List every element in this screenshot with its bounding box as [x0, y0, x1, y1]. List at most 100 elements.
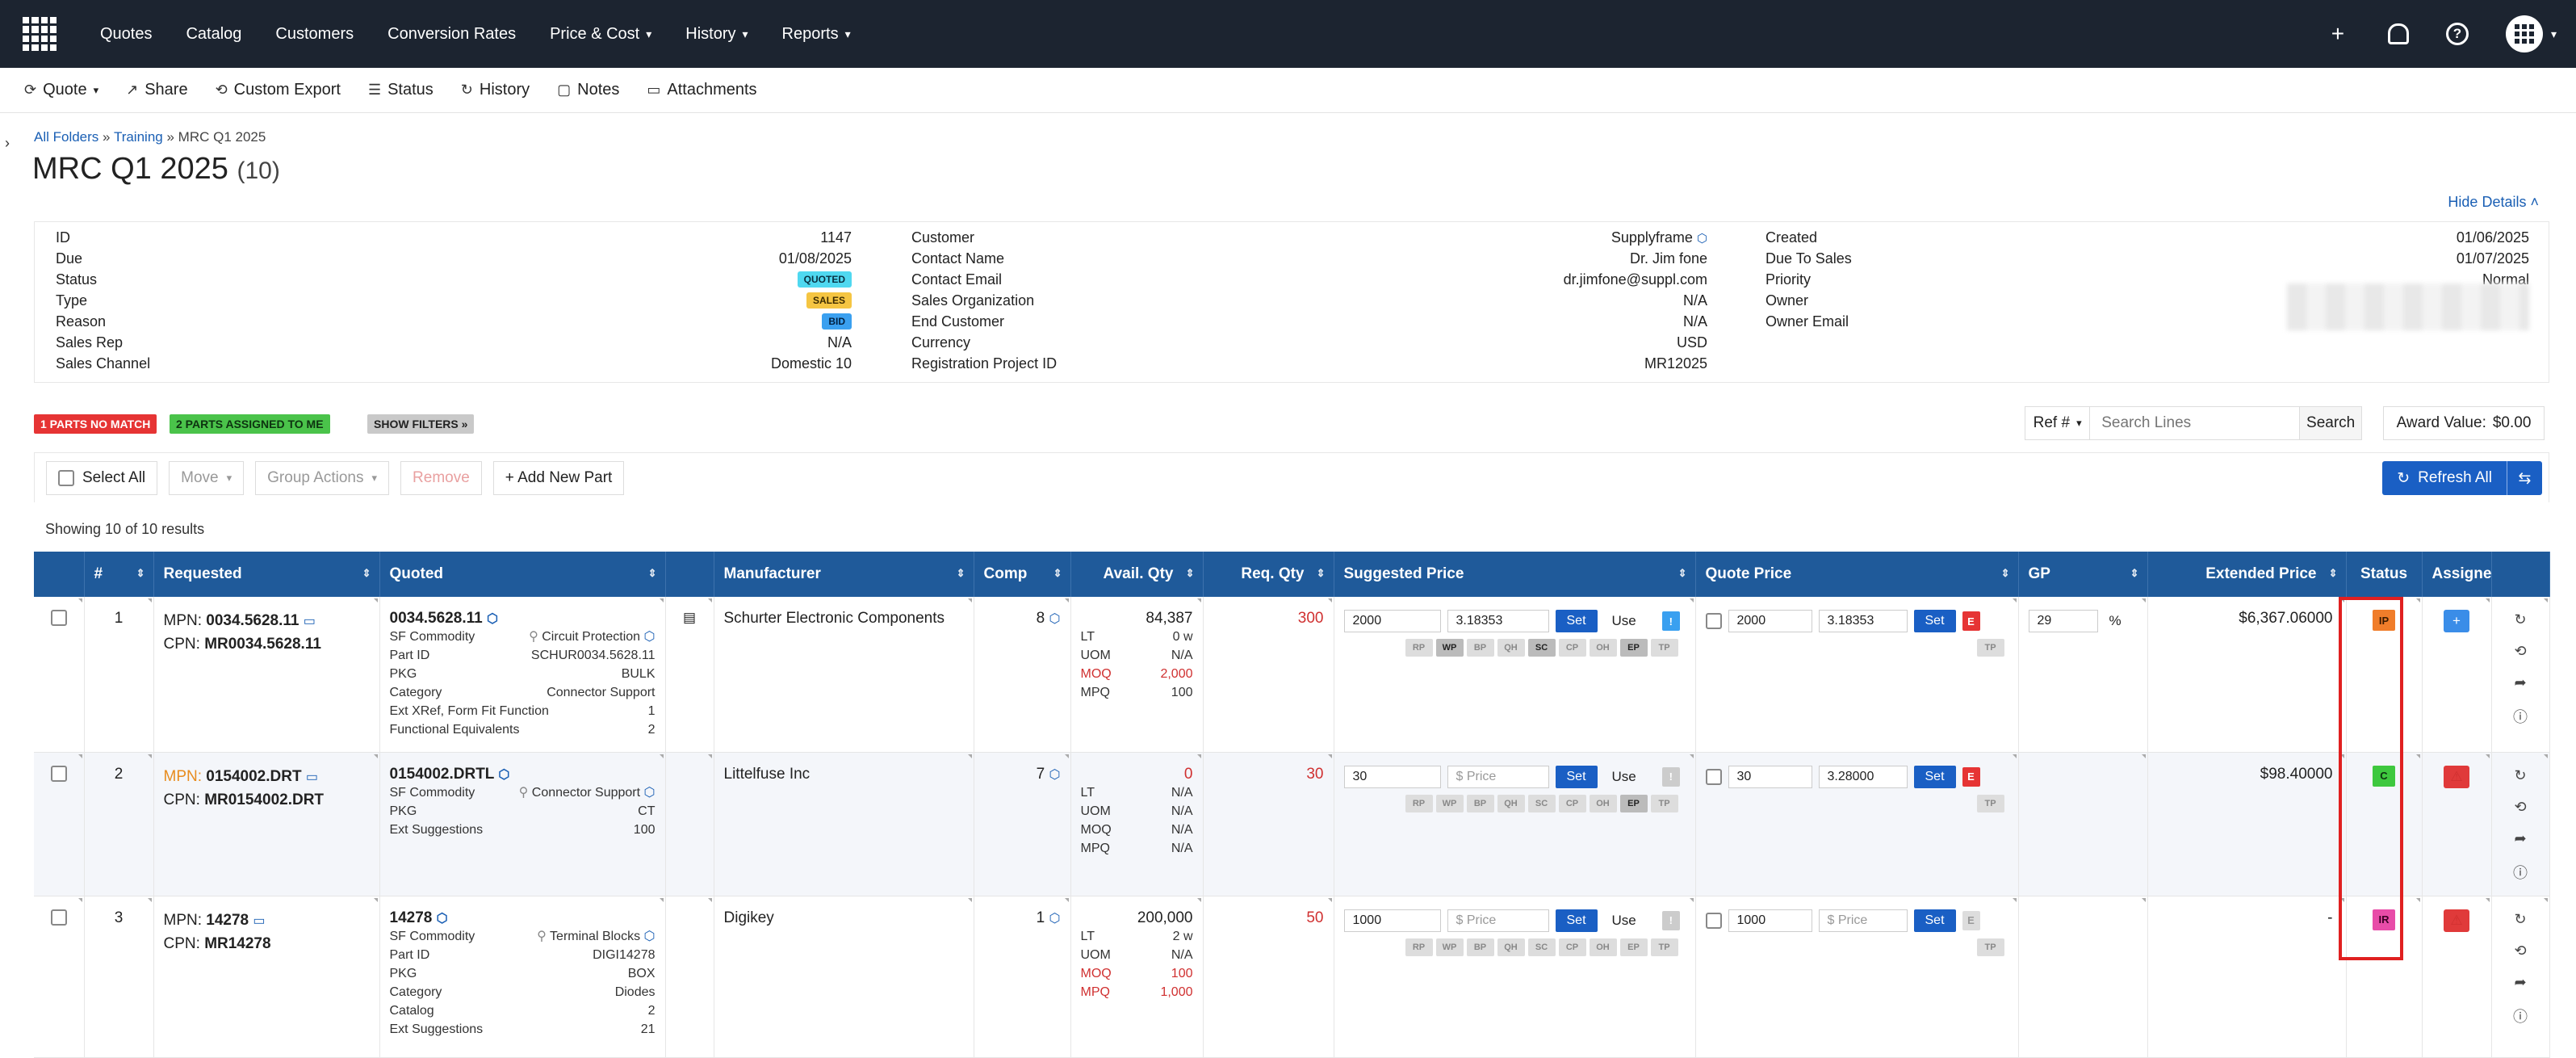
quote-qty-input[interactable]: 2000: [1728, 610, 1812, 632]
history-button[interactable]: ↻ History: [461, 81, 530, 99]
info-badge[interactable]: !: [1661, 766, 1680, 787]
folder-icon[interactable]: ▭: [305, 770, 318, 784]
price-tag[interactable]: TP: [1650, 639, 1678, 657]
price-tag[interactable]: CP: [1558, 794, 1586, 812]
price-tag[interactable]: BP: [1466, 938, 1494, 956]
set-button[interactable]: Set: [1913, 765, 1956, 788]
custom-export-button[interactable]: ⟲ Custom Export: [216, 81, 341, 99]
price-tag[interactable]: SC: [1527, 938, 1556, 956]
select-all-checkbox[interactable]: [58, 469, 74, 486]
use-button[interactable]: Use: [1611, 613, 1636, 628]
price-tag[interactable]: TP: [1976, 938, 2004, 956]
price-tag[interactable]: SC: [1527, 794, 1556, 812]
add-new-part-button[interactable]: + Add New Part: [492, 460, 625, 495]
header-suggested-price[interactable]: Suggested Price ⇕: [1334, 552, 1696, 597]
quote-price-checkbox[interactable]: [1705, 912, 1722, 929]
breadcrumb-all-folders[interactable]: All Folders: [34, 129, 99, 145]
refresh-options-button[interactable]: ⇆: [2507, 461, 2542, 495]
price-tag[interactable]: TP: [1650, 938, 1678, 956]
gp-input[interactable]: 29: [2028, 610, 2098, 632]
price-tag[interactable]: OH: [1589, 639, 1617, 657]
price-tag[interactable]: BP: [1466, 794, 1494, 812]
header-gp[interactable]: GP ⇕: [2018, 552, 2148, 597]
share-button[interactable]: ↗ Share: [126, 81, 187, 99]
price-tag[interactable]: RP: [1405, 639, 1433, 657]
nav-quotes[interactable]: Quotes: [100, 25, 152, 44]
quote-price-checkbox[interactable]: [1705, 613, 1722, 629]
refresh-icon[interactable]: ↻: [2514, 910, 2527, 927]
suggested-qty-input[interactable]: 2000: [1343, 610, 1441, 632]
cube-icon[interactable]: ⬡: [643, 785, 656, 800]
group-actions-button[interactable]: Group Actions ▾: [255, 460, 390, 495]
assign-button[interactable]: +: [2444, 610, 2469, 632]
price-tag[interactable]: RP: [1405, 938, 1433, 956]
warning-icon[interactable]: ⚠: [2444, 765, 2469, 788]
price-tag[interactable]: EP: [1619, 794, 1648, 812]
history-icon[interactable]: ⟲: [2514, 942, 2527, 959]
nav-conversion-rates[interactable]: Conversion Rates: [387, 25, 516, 44]
cube-icon[interactable]: ⬡: [1049, 767, 1061, 782]
history-icon[interactable]: ⟲: [2514, 643, 2527, 659]
folder-icon[interactable]: ▭: [303, 615, 316, 628]
price-tag[interactable]: WP: [1435, 639, 1464, 657]
price-tag[interactable]: RP: [1405, 794, 1433, 812]
price-tag[interactable]: CP: [1558, 639, 1586, 657]
info-icon[interactable]: ⓘ: [2513, 709, 2528, 725]
quote-menu-button[interactable]: ⟳ Quote ▾: [24, 81, 98, 99]
price-tag[interactable]: TP: [1650, 794, 1678, 812]
price-tag[interactable]: WP: [1435, 794, 1464, 812]
history-icon[interactable]: ⟲: [2514, 798, 2527, 815]
line-status-badge[interactable]: IP: [2373, 610, 2395, 631]
suggested-price-input[interactable]: 3.18353: [1447, 610, 1549, 632]
edit-badge[interactable]: E: [1962, 766, 1980, 787]
suggested-qty-input[interactable]: 30: [1343, 765, 1441, 788]
chevron-down-icon[interactable]: ▾: [2550, 27, 2557, 40]
header-quoted[interactable]: Quoted ⇕: [379, 552, 666, 597]
price-tag[interactable]: EP: [1619, 938, 1648, 956]
apps-grid-icon[interactable]: [2505, 15, 2543, 52]
quoted-mpn[interactable]: 0034.5628.11 ⬡: [390, 610, 656, 628]
comp-count[interactable]: 8: [1036, 610, 1045, 627]
quote-qty-input[interactable]: 1000: [1728, 909, 1812, 932]
show-filters-button[interactable]: SHOW FILTERS »: [367, 414, 475, 434]
datasheet-icon[interactable]: ▤: [682, 610, 697, 625]
cube-icon[interactable]: ⬡: [498, 767, 510, 782]
row-checkbox[interactable]: [50, 765, 67, 782]
nav-catalog[interactable]: Catalog: [186, 25, 241, 44]
move-button[interactable]: Move ▾: [169, 460, 245, 495]
price-tag[interactable]: QH: [1497, 938, 1525, 956]
price-tag[interactable]: OH: [1589, 938, 1617, 956]
share-icon[interactable]: ➦: [2514, 674, 2527, 691]
quote-qty-input[interactable]: 30: [1728, 765, 1812, 788]
nav-customers[interactable]: Customers: [275, 25, 354, 44]
bell-icon[interactable]: [2387, 23, 2409, 44]
customer-link[interactable]: Supplyframe: [1611, 229, 1693, 246]
set-button[interactable]: Set: [1913, 610, 1956, 632]
nav-price-cost[interactable]: Price & Cost ▾: [550, 25, 651, 44]
help-icon[interactable]: ?: [2445, 23, 2469, 45]
header-manufacturer[interactable]: Manufacturer ⇕: [714, 552, 974, 597]
refresh-icon[interactable]: ↻: [2514, 766, 2527, 783]
quoted-mpn[interactable]: 0154002.DRTL ⬡: [390, 766, 656, 783]
cube-icon[interactable]: ⬡: [1696, 231, 1707, 246]
share-icon[interactable]: ➦: [2514, 973, 2527, 990]
suggested-price-input[interactable]: $ Price: [1447, 909, 1549, 932]
refresh-icon[interactable]: ↻: [2514, 611, 2527, 628]
set-button[interactable]: Set: [1555, 765, 1598, 788]
quote-price-input[interactable]: 3.18353: [1818, 610, 1908, 632]
price-tag[interactable]: SC: [1527, 639, 1556, 657]
nav-history[interactable]: History ▾: [685, 25, 748, 44]
suggested-qty-input[interactable]: 1000: [1343, 909, 1441, 932]
plus-icon[interactable]: +: [2331, 21, 2345, 46]
use-button[interactable]: Use: [1611, 768, 1636, 784]
header-comp[interactable]: Comp ⇕: [974, 552, 1071, 597]
row-checkbox[interactable]: [50, 909, 67, 926]
select-all-button[interactable]: Select All: [46, 460, 158, 495]
info-icon[interactable]: ⓘ: [2513, 1008, 2528, 1025]
search-lines-input[interactable]: [2090, 407, 2300, 439]
folder-icon[interactable]: ▭: [253, 913, 266, 928]
header-num[interactable]: # ⇕: [84, 552, 154, 597]
set-button[interactable]: Set: [1555, 909, 1598, 932]
breadcrumb-training[interactable]: Training: [113, 129, 163, 145]
info-badge[interactable]: !: [1661, 611, 1680, 631]
